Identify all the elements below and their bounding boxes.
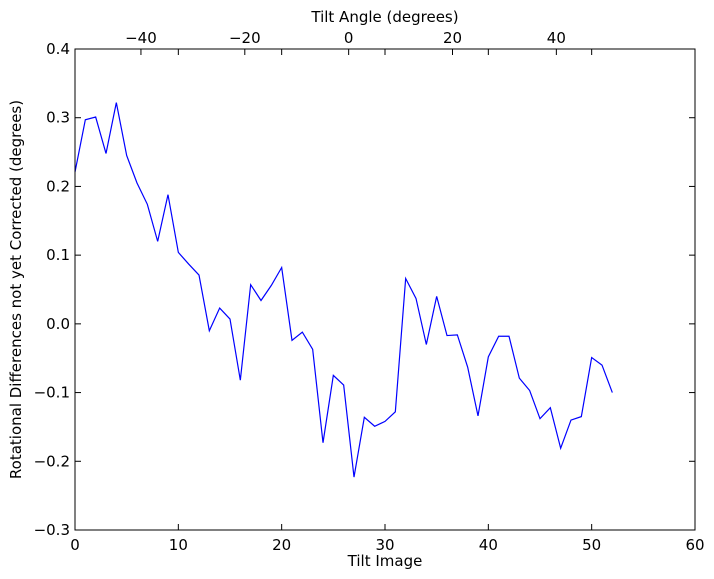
y-tick-label: −0.1 [34,384,70,402]
top-x-tick-label: −20 [229,29,261,47]
x-tick-label: 50 [582,536,601,554]
y-tick-label: 0.4 [46,40,70,58]
y-tick-label: 0.2 [46,177,70,195]
y-tick-label: −0.3 [34,521,70,539]
series-line [74,102,613,478]
x-tick-label: 0 [70,536,80,554]
x-tick-label: 30 [375,536,394,554]
top-x-axis-label: Tilt Angle (degrees) [310,8,458,26]
y-axis-label: Rotational Differences not yet Corrected… [7,100,25,479]
x-tick-label: 40 [479,536,498,554]
plot-area [75,49,695,530]
y-tick-label: 0.1 [46,246,70,264]
top-x-tick-label: −40 [125,29,157,47]
top-x-tick-label: 40 [547,29,566,47]
x-tick-label: 20 [272,536,291,554]
top-x-tick-label: 20 [443,29,462,47]
x-tick-label: 60 [685,536,704,554]
y-tick-label: −0.2 [34,452,70,470]
ticks-layer: 0 10 20 30 40 50 60 −0.3 −0.2 −0.1 0.0 0.1 0.2 0.3 0.4… [34,29,705,554]
y-tick-label: 0.3 [46,109,70,127]
top-x-tick-label: 0 [344,29,354,47]
x-tick-label: 10 [169,536,188,554]
x-axis-label: Tilt Image [347,552,423,570]
y-tick-label: 0.0 [46,315,70,333]
plot-frame [74,48,696,531]
series-layer [74,102,613,478]
